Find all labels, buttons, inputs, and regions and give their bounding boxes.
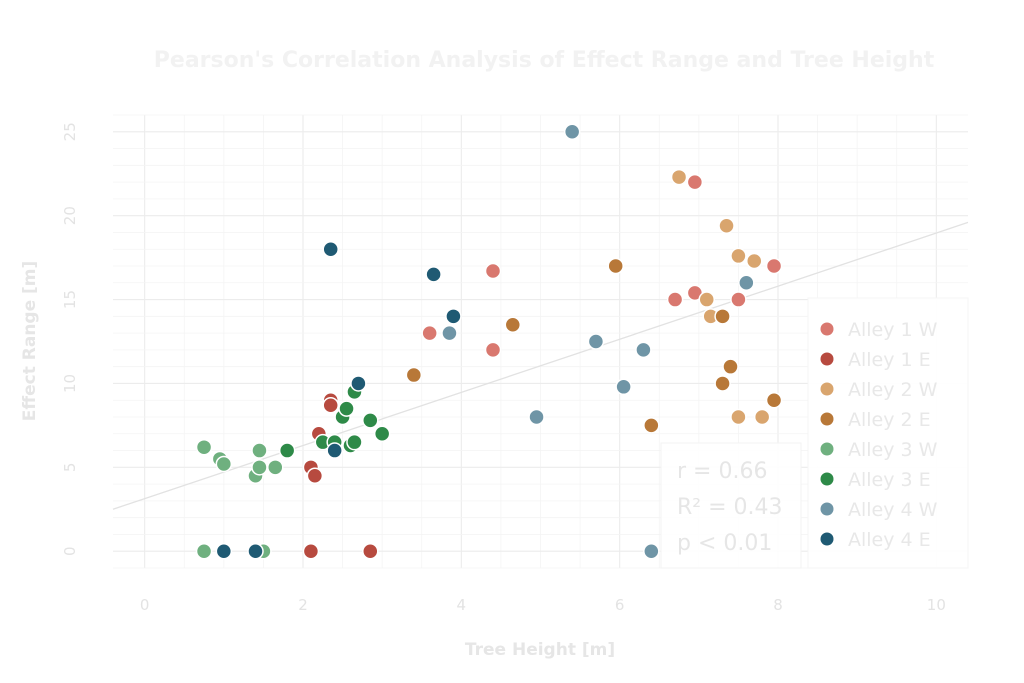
data-point-alley-4 — [405, 366, 423, 384]
x-tick-label: 10 — [927, 596, 946, 614]
legend-marker — [820, 382, 834, 396]
legend-marker — [820, 442, 834, 456]
chart-title: Pearson's Correlation Analysis of Effect… — [154, 48, 935, 73]
data-point-alley-8 — [350, 375, 367, 392]
data-point-alley-6 — [346, 433, 363, 451]
data-point-alley-3 — [730, 408, 747, 426]
data-point-alley-7 — [587, 333, 605, 350]
legend-marker — [820, 472, 834, 486]
data-point-alley-3 — [670, 168, 688, 186]
stats-r-squared: R² = 0.43 — [677, 495, 783, 520]
x-tick-label: 4 — [457, 596, 467, 614]
data-point-alley-3 — [698, 291, 715, 308]
legend-label: Alley 1 W — [848, 319, 938, 341]
data-point-alley-8 — [425, 266, 442, 283]
data-point-alley-2 — [302, 542, 320, 560]
data-point-alley-7 — [441, 324, 458, 342]
legend-label: Alley 2 W — [848, 379, 938, 401]
data-point-alley-7 — [528, 408, 545, 426]
data-point-alley-2 — [322, 397, 339, 414]
legend-background — [807, 297, 969, 569]
data-point-alley-4 — [722, 358, 739, 375]
data-point-alley-5 — [251, 442, 268, 459]
y-tick-label: 20 — [61, 206, 79, 225]
data-point-alley-8 — [215, 542, 233, 560]
data-point-alley-5 — [251, 459, 268, 476]
legend-marker — [820, 352, 834, 366]
data-point-alley-7 — [563, 123, 581, 141]
x-tick-label: 8 — [773, 596, 783, 614]
data-point-alley-1 — [730, 291, 747, 308]
data-point-alley-5 — [267, 459, 284, 476]
data-point-alley-3 — [730, 247, 747, 265]
stats-p-value: p < 0.01 — [677, 531, 772, 556]
legend-items: Alley 1 W Alley 1 E Alley 2 W Alley 2 E Alle… — [820, 319, 938, 551]
stats-box: r = 0.66 R² = 0.43 p < 0.01 — [660, 442, 802, 569]
data-point-alley-1 — [686, 173, 704, 191]
y-tick-label: 10 — [61, 374, 79, 393]
data-point-alley-4 — [504, 316, 522, 333]
data-point-alley-1 — [765, 257, 783, 275]
legend-label: Alley 3 W — [848, 439, 938, 461]
legend-label: Alley 2 E — [848, 409, 931, 431]
legend-label: Alley 3 E — [848, 469, 931, 491]
data-point-alley-3 — [753, 408, 771, 426]
data-point-alley-4 — [607, 257, 624, 275]
data-point-alley-4 — [765, 391, 783, 409]
data-point-alley-6 — [373, 425, 391, 443]
stats-r: r = 0.66 — [677, 459, 767, 484]
data-point-alley-3 — [746, 252, 763, 270]
data-point-alley-8 — [322, 240, 339, 258]
x-tick-label: 6 — [615, 596, 625, 614]
data-point-alley-2 — [362, 542, 379, 560]
data-point-alley-6 — [278, 442, 296, 459]
data-point-alley-8 — [445, 308, 462, 325]
y-tick-label: 25 — [61, 122, 79, 141]
x-axis-ticks: 0 2 4 6 8 10 — [140, 596, 946, 614]
x-tick-label: 2 — [298, 596, 308, 614]
legend-label: Alley 4 W — [848, 499, 938, 521]
legend-marker — [820, 502, 834, 516]
x-axis-title: Tree Height [m] — [465, 640, 615, 660]
data-point-alley-6 — [338, 400, 355, 417]
legend: Alley 1 W Alley 1 E Alley 2 W Alley 2 E Alle… — [807, 297, 969, 569]
data-point-alley-8 — [326, 442, 343, 459]
data-point-alley-5 — [195, 542, 213, 560]
data-point-alley-1 — [484, 262, 502, 280]
legend-marker — [820, 322, 834, 336]
data-point-alley-7 — [738, 274, 755, 292]
data-point-alley-1 — [484, 341, 502, 359]
data-point-alley-4 — [714, 375, 731, 392]
data-point-alley-2 — [306, 467, 324, 484]
y-tick-label: 0 — [61, 546, 79, 556]
data-point-alley-1 — [666, 291, 684, 308]
y-tick-label: 5 — [61, 463, 79, 473]
data-points — [195, 123, 783, 560]
x-tick-label: 0 — [140, 596, 150, 614]
legend-marker — [820, 412, 834, 426]
stats-box-background — [660, 442, 802, 569]
data-point-alley-4 — [714, 308, 731, 325]
data-point-alley-7 — [643, 542, 660, 560]
data-point-alley-7 — [615, 378, 632, 396]
data-point-alley-5 — [195, 438, 213, 456]
y-tick-label: 15 — [61, 290, 79, 309]
data-point-alley-4 — [643, 417, 660, 434]
legend-label: Alley 4 E — [848, 529, 931, 551]
data-point-alley-3 — [718, 217, 735, 234]
y-axis-ticks: 0 5 10 15 20 25 — [61, 122, 79, 556]
data-point-alley-7 — [635, 341, 652, 359]
data-point-alley-8 — [247, 542, 264, 560]
legend-marker — [820, 532, 834, 546]
y-axis-title: Effect Range [m] — [20, 261, 40, 422]
legend-label: Alley 1 E — [848, 349, 931, 371]
data-point-alley-6 — [362, 412, 379, 429]
data-point-alley-5 — [215, 455, 233, 473]
data-point-alley-1 — [421, 324, 438, 342]
